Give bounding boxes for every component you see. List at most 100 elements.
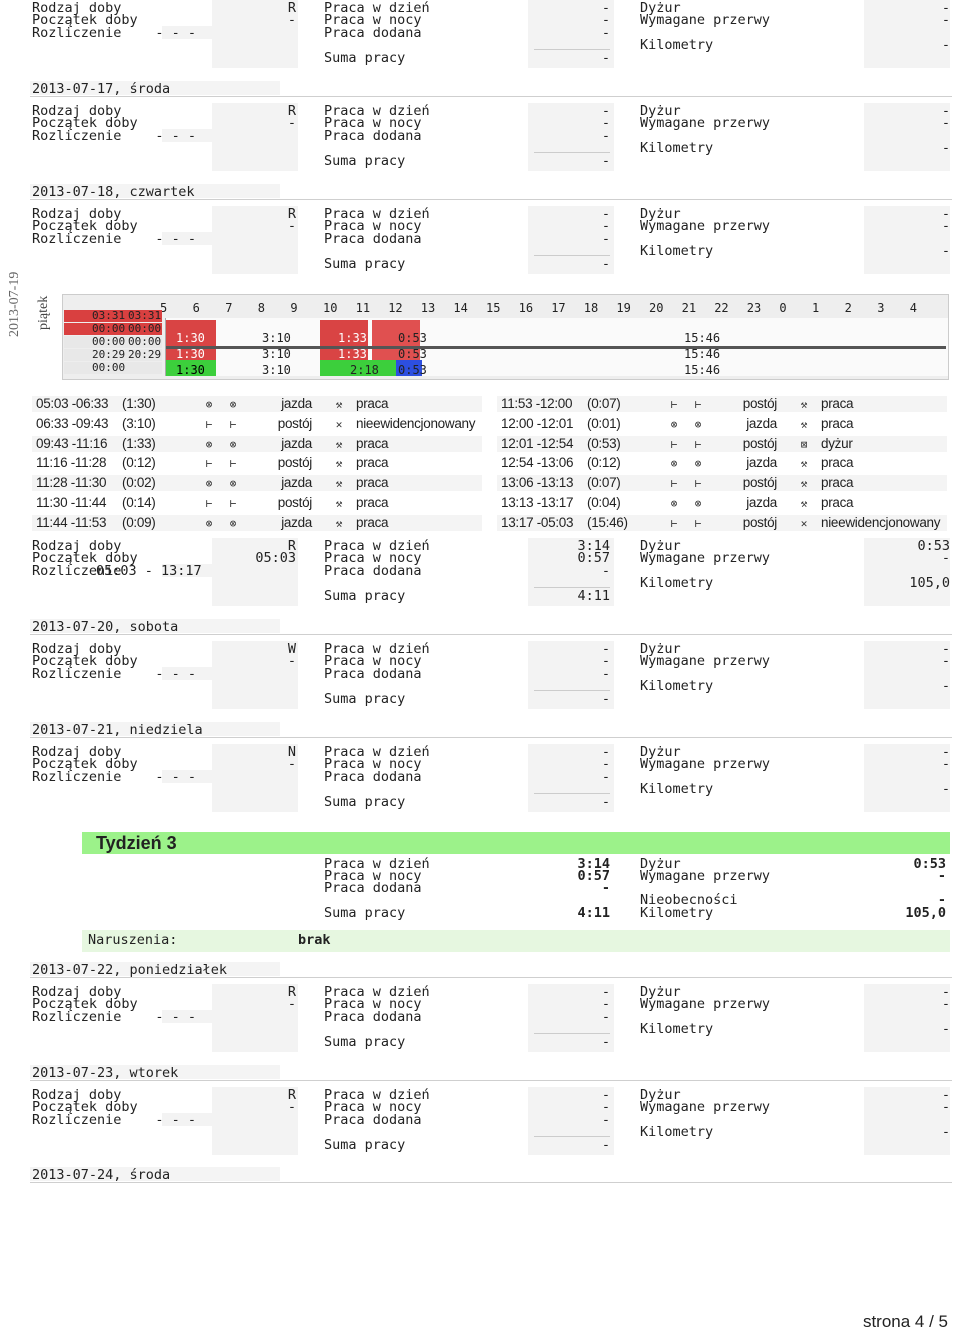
activity-row-bg bbox=[497, 396, 947, 412]
activity-row-bg bbox=[32, 396, 482, 412]
przerwy-label: Wymagane przerwy bbox=[640, 12, 771, 28]
km-label: Kilometry bbox=[640, 1124, 714, 1140]
page-footer: strona 4 / 5 bbox=[862, 1312, 948, 1331]
activity-type: praca bbox=[821, 495, 854, 510]
przerwy-value: - bbox=[941, 115, 950, 131]
chart-hour-label: 17 bbox=[551, 301, 566, 315]
dzien-value: - bbox=[601, 744, 610, 760]
legend-value-b: 20:29 bbox=[128, 348, 162, 361]
dyzur-label: Dyżur bbox=[640, 206, 681, 222]
dodana-label: Praca dodana bbox=[324, 128, 422, 144]
rodzaj-value: N bbox=[287, 744, 296, 760]
dyzur-label: Dyżur bbox=[640, 1087, 681, 1103]
value-box-right bbox=[864, 641, 950, 709]
legend-row: 03:31 03:31 bbox=[64, 309, 162, 322]
chart-hour-label: 19 bbox=[616, 301, 631, 315]
chart-hour-label: 13 bbox=[420, 301, 436, 315]
week-dodana-value: - bbox=[601, 880, 610, 896]
value-box-right bbox=[864, 103, 950, 171]
noc-value: - bbox=[601, 653, 610, 669]
przerwy-label: Wymagane przerwy bbox=[640, 653, 771, 669]
km-value: - bbox=[941, 781, 950, 797]
chart-legend: 03:31 03:31 00:00 00:00 00:00 00:00 20:29 20:29… bbox=[64, 309, 164, 380]
dzien-value: - bbox=[601, 103, 610, 119]
rozliczenie-value: - - - bbox=[155, 1112, 196, 1128]
dzien-value: - bbox=[601, 1087, 610, 1103]
poczatek-value: - bbox=[287, 996, 296, 1012]
przerwy-value: - bbox=[941, 653, 950, 669]
przerwy-label: Wymagane przerwy bbox=[640, 550, 771, 566]
suma-label: Suma pracy bbox=[324, 691, 406, 707]
poczatek-value: - bbox=[287, 12, 296, 28]
suma-label: Suma pracy bbox=[324, 794, 406, 810]
activity-icon-b: ⊗ bbox=[229, 398, 237, 411]
activity-kind: postój bbox=[277, 455, 313, 471]
chart-hours: 5 6 7 8 9 10 11 12 13 14 15 16 17 18 19 20 21 22 23 0 1 2 3 4 bbox=[160, 302, 950, 316]
activity-type: praca bbox=[356, 396, 389, 411]
chart-hour-label: 7 bbox=[225, 301, 233, 315]
przerwy-label: Wymagane przerwy bbox=[640, 218, 771, 234]
dodana-value: - bbox=[601, 1112, 610, 1128]
value-box-left-row3 bbox=[162, 26, 298, 39]
activity-icon-a: ⊢ bbox=[205, 417, 213, 431]
suma-value: - bbox=[601, 50, 610, 66]
przerwy-value: - bbox=[941, 218, 950, 234]
date-bg bbox=[30, 962, 280, 976]
activity-icon-a: ⊢ bbox=[205, 457, 213, 471]
chart-hour-label: 11 bbox=[355, 301, 371, 315]
dyzur-label: Dyżur bbox=[640, 744, 681, 760]
activity-kind: postój bbox=[742, 475, 778, 491]
dzien-label: Praca w dzień bbox=[324, 744, 430, 760]
value-box-right bbox=[864, 744, 950, 812]
mark-1: 1:30 bbox=[176, 331, 205, 345]
activity-list: 05:03 -06:33 (1:30) ⊗ ⊗ jazda ⚒ praca 06:33 -09… bbox=[0, 396, 960, 536]
chart-hour-label: 9 bbox=[290, 301, 298, 315]
dyzur-value: - bbox=[941, 641, 950, 657]
day-date: 2013-07-17, środa bbox=[32, 81, 171, 97]
mark-7: 1:33 bbox=[338, 331, 367, 345]
dzien-label: Praca w dzień bbox=[324, 641, 430, 657]
date-rule bbox=[30, 737, 952, 738]
activity-type: praca bbox=[821, 475, 854, 491]
dyzur-value: - bbox=[941, 0, 950, 16]
activity-type-icon: ✕ bbox=[335, 417, 343, 431]
przerwy-value: - bbox=[941, 1099, 950, 1115]
activity-icon-a: ⊗ bbox=[670, 457, 678, 471]
suma-label: Suma pracy bbox=[324, 1137, 406, 1153]
poczatek-label: Początek doby bbox=[32, 996, 138, 1012]
chart-day-text: piątek bbox=[36, 295, 51, 330]
mid-rule bbox=[534, 49, 610, 50]
poczatek-value: - bbox=[287, 115, 296, 131]
poczatek-label: Początek doby bbox=[32, 653, 138, 669]
chart-hour-label: 16 bbox=[518, 301, 534, 315]
value-box-right bbox=[864, 1087, 950, 1155]
suma-value: - bbox=[601, 691, 610, 707]
dyzur-value: - bbox=[941, 103, 950, 119]
rodzaj-value: R bbox=[287, 0, 296, 16]
week-noc-value: 0:57 bbox=[577, 868, 610, 884]
value-box-left-row3 bbox=[162, 129, 298, 142]
activity-duration: (0:01) bbox=[587, 415, 621, 431]
activity-type: praca bbox=[356, 495, 389, 510]
day-block: Rodzaj doby Początek doby Rozliczenie Praca… bbox=[0, 1087, 960, 1157]
activity-kind: jazda bbox=[746, 415, 777, 431]
activity-kind: jazda bbox=[746, 495, 777, 510]
mark-11: 0:53 bbox=[398, 347, 427, 361]
poczatek-label: Początek doby bbox=[32, 550, 138, 566]
date-rule bbox=[30, 199, 952, 200]
day-date: 2013-07-23, wtorek bbox=[32, 1065, 179, 1081]
week-km-label: Kilometry bbox=[640, 905, 714, 921]
activity-icon-a: ⊗ bbox=[205, 516, 213, 530]
activity-type-icon: ⚒ bbox=[335, 437, 343, 451]
date-rule bbox=[30, 634, 952, 635]
dzien-value: - bbox=[601, 984, 610, 1000]
value-box-mid bbox=[528, 538, 614, 606]
przerwy-label: Wymagane przerwy bbox=[640, 996, 771, 1012]
week-header-bar bbox=[82, 832, 950, 854]
week-suma-label: Suma pracy bbox=[324, 905, 406, 921]
value-box-mid bbox=[528, 206, 614, 274]
activity-kind: jazda bbox=[281, 435, 312, 451]
dodana-value: - bbox=[601, 128, 610, 144]
noc-value: - bbox=[601, 996, 610, 1012]
rodzaj-label: Rodzaj doby bbox=[32, 1087, 122, 1103]
